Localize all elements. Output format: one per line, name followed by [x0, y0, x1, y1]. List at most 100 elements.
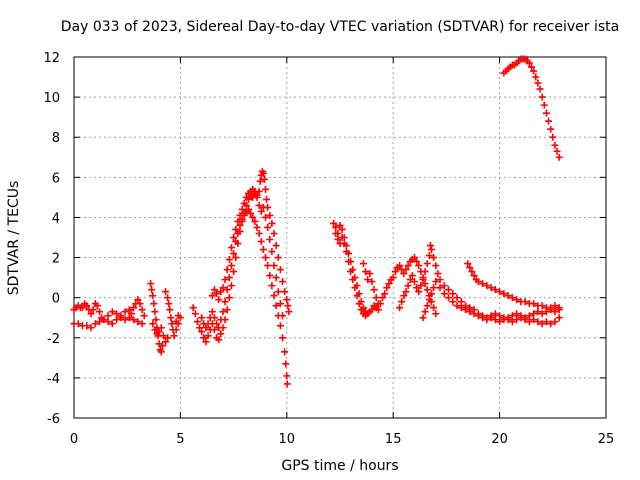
- data-point: [257, 207, 265, 215]
- data-point: [242, 193, 250, 201]
- data-point: [149, 320, 157, 328]
- data-point: [525, 312, 533, 320]
- data-point: [336, 221, 344, 229]
- data-point: [415, 288, 423, 296]
- data-point: [162, 338, 170, 346]
- data-point: [113, 310, 121, 318]
- data-point: [413, 284, 421, 292]
- data-point: [538, 302, 546, 310]
- data-point: [219, 284, 227, 292]
- data-point: [368, 306, 376, 314]
- data-point: [513, 296, 521, 304]
- data-point: [238, 205, 246, 213]
- data-point: [196, 324, 204, 332]
- data-point: [262, 213, 270, 221]
- axis-ticks: 0 5 10 15 20 25 -6 -4 -2 0 2 4 6 8 10 12: [43, 51, 614, 447]
- data-point: [549, 133, 557, 141]
- data-point: [223, 286, 231, 294]
- data-point: [259, 169, 267, 177]
- data-point: [551, 302, 559, 310]
- data-point: [264, 203, 272, 211]
- data-point: [359, 260, 367, 268]
- data-point: [165, 300, 173, 308]
- data-point: [402, 266, 410, 274]
- data-point: [372, 294, 380, 302]
- data-point: [172, 318, 180, 326]
- data-point: [221, 298, 229, 306]
- data-point: [508, 318, 516, 326]
- data-point: [542, 318, 550, 326]
- data-point: [155, 328, 163, 336]
- data-point: [534, 79, 542, 87]
- data-point: [479, 280, 487, 288]
- data-point: [162, 288, 170, 296]
- data-point: [330, 219, 338, 227]
- data-point: [204, 332, 212, 340]
- data-point: [404, 262, 412, 270]
- data-point: [410, 254, 418, 262]
- data-points: [70, 55, 563, 388]
- data-point: [338, 234, 346, 241]
- data-point: [430, 304, 438, 312]
- data-point: [89, 306, 97, 314]
- data-point: [272, 242, 280, 250]
- data-point: [396, 304, 404, 312]
- data-point: [468, 268, 476, 276]
- data-point: [349, 276, 357, 284]
- data-point: [410, 278, 418, 286]
- data-point: [487, 284, 495, 292]
- data-point: [364, 310, 372, 318]
- data-point: [525, 318, 533, 326]
- data-point: [374, 300, 382, 308]
- data-point: [125, 314, 133, 322]
- data-point: [108, 308, 116, 316]
- data-point: [232, 225, 240, 233]
- data-point: [134, 296, 142, 304]
- data-point: [230, 268, 238, 276]
- data-point: [264, 262, 272, 270]
- data-point: [168, 320, 176, 328]
- data-point: [200, 334, 208, 342]
- data-point: [417, 282, 425, 290]
- data-point: [262, 185, 270, 193]
- data-point: [396, 262, 404, 270]
- data-point: [413, 258, 421, 266]
- data-point: [530, 67, 538, 75]
- data-point: [230, 250, 238, 258]
- data-point: [208, 308, 216, 316]
- data-point: [225, 256, 233, 264]
- data-point: [210, 286, 218, 294]
- data-point: [213, 320, 221, 328]
- data-point: [453, 294, 461, 302]
- data-point: [262, 254, 270, 262]
- data-point: [449, 298, 457, 306]
- data-point: [256, 177, 264, 185]
- data-point: [152, 316, 160, 324]
- data-point: [483, 316, 491, 324]
- data-point: [474, 312, 482, 320]
- data-point: [283, 296, 291, 304]
- data-point: [513, 310, 521, 318]
- data-point: [164, 294, 172, 302]
- data-point: [436, 284, 444, 292]
- data-point: [425, 252, 433, 260]
- data-point: [213, 290, 221, 298]
- data-point: [504, 292, 512, 300]
- data-point: [232, 238, 240, 246]
- data-point: [547, 125, 555, 133]
- data-point: [96, 308, 104, 316]
- data-point: [121, 316, 129, 324]
- data-point: [517, 312, 525, 320]
- data-point: [247, 209, 255, 217]
- data-point: [87, 324, 95, 332]
- data-point: [285, 308, 293, 316]
- data-point: [406, 276, 414, 284]
- data-point: [266, 236, 274, 244]
- data-point: [426, 242, 434, 250]
- data-point: [353, 292, 361, 300]
- data-point: [223, 306, 231, 314]
- data-point: [534, 318, 542, 326]
- data-point: [474, 278, 482, 286]
- data-point: [432, 278, 440, 286]
- data-point: [170, 332, 178, 340]
